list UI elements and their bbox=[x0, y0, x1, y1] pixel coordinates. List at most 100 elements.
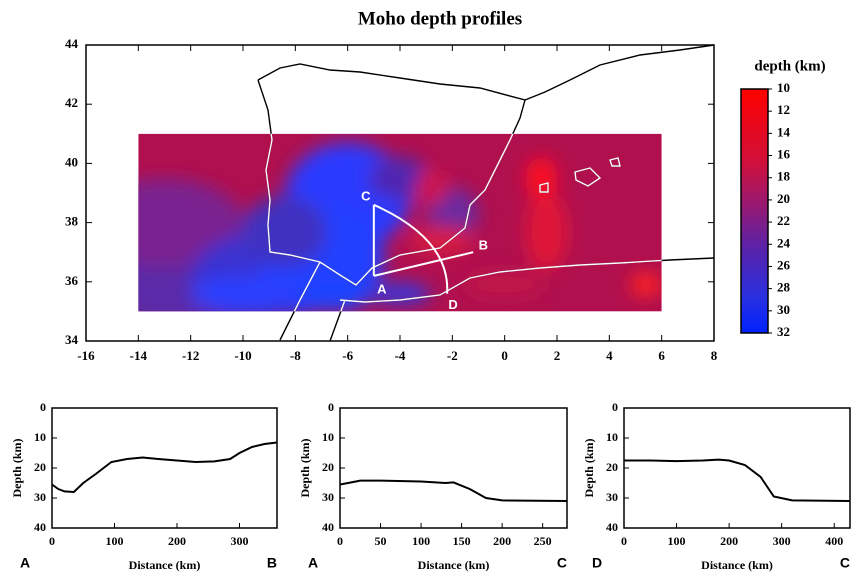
field-blobs bbox=[138, 142, 662, 312]
x-tick-label: -2 bbox=[447, 348, 458, 363]
x-tick-label: 200 bbox=[493, 534, 511, 548]
profile-start-label: A bbox=[20, 555, 30, 571]
y-tick-label: 10 bbox=[34, 430, 46, 444]
x-tick-label: 100 bbox=[412, 534, 430, 548]
profile-point-label: C bbox=[361, 188, 371, 203]
field-blob bbox=[462, 270, 547, 299]
field-blob bbox=[415, 169, 448, 205]
x-tick-label: 2 bbox=[554, 348, 561, 363]
coastlines bbox=[257, 44, 715, 342]
y-tick-label: 42 bbox=[65, 95, 78, 110]
x-tick-label: 6 bbox=[658, 348, 665, 363]
y-tick-label: 30 bbox=[34, 490, 46, 504]
field-blob bbox=[630, 272, 662, 298]
depth-field bbox=[138, 133, 662, 312]
profile-line bbox=[373, 251, 474, 277]
y-tick-label: 20 bbox=[606, 460, 618, 474]
x-tick-label: 0 bbox=[49, 534, 55, 548]
field-blob bbox=[525, 156, 557, 200]
plot-frame bbox=[623, 407, 851, 529]
plot-frame bbox=[51, 407, 278, 529]
x-tick-label: 250 bbox=[534, 534, 552, 548]
chart-title: Moho depth profiles bbox=[358, 8, 522, 29]
x-tick-label: 300 bbox=[773, 534, 791, 548]
coastline-over-field bbox=[265, 133, 662, 312]
colorbar-tick-label: 28 bbox=[777, 280, 791, 295]
y-tick-label: 10 bbox=[606, 430, 618, 444]
x-tick-label: 8 bbox=[711, 348, 718, 363]
colorbar-tick-label: 16 bbox=[777, 147, 791, 162]
field-blob bbox=[190, 275, 296, 312]
profile-end-label: C bbox=[557, 555, 567, 571]
colorbar-tick-label: 22 bbox=[777, 213, 790, 228]
x-tick-label: 4 bbox=[606, 348, 613, 363]
x-tick-label: -8 bbox=[290, 348, 301, 363]
depth-line bbox=[51, 441, 278, 494]
colorbar-tick-label: 20 bbox=[777, 191, 790, 206]
colorbar-tick-label: 10 bbox=[777, 80, 790, 95]
x-tick-label: -4 bbox=[395, 348, 406, 363]
field-blob bbox=[305, 282, 369, 312]
x-tick-label: 200 bbox=[168, 534, 186, 548]
y-tick-label: 40 bbox=[606, 520, 618, 534]
profile-end-label: C bbox=[840, 555, 850, 571]
profile-point-label: D bbox=[448, 297, 457, 312]
x-tick-label: 150 bbox=[453, 534, 471, 548]
x-tick-label: 400 bbox=[825, 534, 843, 548]
colorbar-tick-label: 18 bbox=[777, 169, 791, 184]
x-axis-label: Distance (km) bbox=[129, 558, 201, 572]
depth-line bbox=[339, 479, 568, 502]
x-tick-label: 200 bbox=[720, 534, 738, 548]
colorbar-tick-label: 12 bbox=[777, 102, 790, 117]
y-tick-label: 34 bbox=[65, 332, 79, 347]
colorbar bbox=[740, 88, 769, 334]
y-tick-label: 20 bbox=[322, 460, 334, 474]
y-axis-label: Depth (km) bbox=[582, 438, 596, 497]
y-axis-label: Depth (km) bbox=[10, 438, 24, 497]
field-blob bbox=[368, 282, 432, 305]
y-tick-label: 30 bbox=[606, 490, 618, 504]
colorbar-tick-label: 32 bbox=[777, 324, 790, 339]
x-tick-label: 0 bbox=[621, 534, 627, 548]
x-tick-label: -12 bbox=[182, 348, 199, 363]
colorbar-tick-label: 24 bbox=[777, 235, 791, 250]
y-tick-label: 20 bbox=[34, 460, 46, 474]
x-tick-label: 50 bbox=[375, 534, 387, 548]
x-tick-label: 100 bbox=[106, 534, 124, 548]
profile-point-label: A bbox=[377, 281, 387, 296]
colorbar-tick-label: 26 bbox=[777, 257, 791, 272]
y-tick-label: 38 bbox=[65, 214, 79, 229]
profile-start-label: D bbox=[592, 555, 602, 571]
depth-line bbox=[624, 458, 851, 502]
x-tick-label: -6 bbox=[342, 348, 353, 363]
field-blob bbox=[525, 192, 568, 271]
y-tick-label: 10 bbox=[322, 430, 334, 444]
x-tick-label: 0 bbox=[337, 534, 343, 548]
colorbar-tick-label: 14 bbox=[777, 124, 791, 139]
y-tick-label: 40 bbox=[65, 154, 78, 169]
profile-start-label: A bbox=[308, 555, 318, 571]
y-tick-label: 44 bbox=[65, 36, 79, 51]
x-tick-label: 0 bbox=[501, 348, 508, 363]
x-axis-label: Distance (km) bbox=[418, 558, 490, 572]
profile-point-label: B bbox=[479, 238, 488, 253]
x-tick-label: -10 bbox=[234, 348, 251, 363]
colorbar-title: depth (km) bbox=[754, 58, 825, 74]
y-tick-label: 0 bbox=[40, 400, 46, 414]
field-blob bbox=[410, 226, 474, 255]
x-tick-label: 100 bbox=[668, 534, 686, 548]
y-tick-label: 36 bbox=[65, 273, 79, 288]
profile-line bbox=[373, 203, 449, 294]
y-tick-label: 0 bbox=[612, 400, 618, 414]
profile-end-label: B bbox=[267, 555, 277, 571]
x-tick-label: -14 bbox=[130, 348, 148, 363]
y-axis-label: Depth (km) bbox=[298, 438, 312, 497]
field-blob bbox=[243, 195, 327, 267]
y-tick-label: 40 bbox=[34, 520, 46, 534]
x-axis-label: Distance (km) bbox=[701, 558, 773, 572]
x-tick-label: 300 bbox=[231, 534, 249, 548]
y-tick-label: 0 bbox=[328, 400, 334, 414]
y-tick-label: 30 bbox=[322, 490, 334, 504]
x-tick-label: -16 bbox=[77, 348, 95, 363]
